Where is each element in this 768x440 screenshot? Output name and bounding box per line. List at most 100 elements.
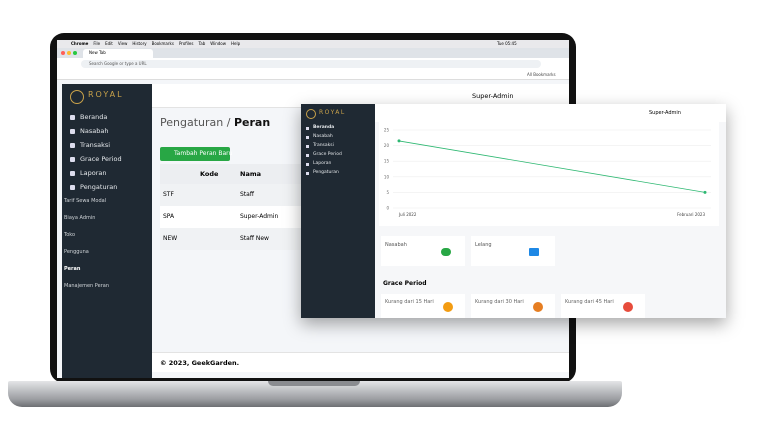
y-tick-label: 15 (384, 159, 390, 164)
crumb[interactable]: Pengaturan (160, 116, 224, 129)
x-tick-label: Juli 2022 (398, 212, 417, 217)
cell: SPA (163, 213, 175, 220)
logo: ROYAL (319, 109, 346, 116)
add-button[interactable]: Tambah Peran Baru (160, 147, 233, 161)
menu-item[interactable]: Edit (105, 41, 113, 46)
menu-item[interactable]: Bookmarks (151, 41, 174, 46)
user[interactable]: Super-Admin (649, 110, 681, 116)
point (397, 139, 401, 143)
menu-item[interactable]: Window (210, 41, 227, 46)
section-title: Grace Period (383, 280, 427, 287)
menu: Chrome File Edit View History Bookmarks Profil… (71, 41, 240, 46)
menu-item[interactable]: Transaksi (313, 143, 334, 148)
menu-icon (70, 115, 75, 120)
grace-card: Kurang dari 45 Hari (561, 294, 645, 318)
menu-list: Beranda Nasabah Transaksi Grace Period Lapor… (62, 112, 152, 372)
menu-item[interactable]: Tab (198, 41, 206, 46)
tab[interactable]: New Tab (89, 50, 106, 55)
menu-icon (70, 129, 75, 134)
menu-item[interactable]: History (132, 41, 147, 46)
logo: ROYAL (88, 90, 124, 99)
menu-item[interactable]: Nasabah (313, 134, 333, 139)
cell: NEW (163, 235, 178, 242)
menu-item[interactable]: Pengaturan (313, 170, 339, 175)
footer-text: © 2023, GeekGarden. (160, 359, 240, 367)
grace-card: Kurang dari 30 Hari (471, 294, 555, 318)
grace-label: Kurang dari 15 Hari (385, 299, 434, 305)
grace-icon (533, 302, 543, 312)
grace-icon (443, 302, 453, 312)
menu-icon (70, 157, 75, 162)
cell: Staff (240, 191, 254, 198)
crumb-current: Peran (233, 116, 271, 129)
menu-bar: Chrome File Edit View History Bookmarks Profil… (57, 40, 569, 48)
card-label: Lelang (475, 242, 492, 248)
y-tick-label: 5 (386, 190, 389, 195)
cell: STF (163, 191, 174, 198)
cell: Super-Admin (240, 213, 279, 220)
overlay-sidebar: ROYAL Beranda Nasabah Transaksi Grace Perio… (301, 104, 375, 318)
footer: © 2023, GeekGarden. (152, 352, 569, 372)
y-tick-label: 0 (386, 206, 389, 211)
menu-item[interactable]: Grace Period (80, 155, 122, 163)
submenu-item[interactable]: Pengguna (64, 249, 89, 255)
menu-item[interactable]: Profiles (178, 41, 194, 46)
overlay-window: ROYAL Beranda Nasabah Transaksi Grace Perio… (301, 104, 726, 318)
card-label: Nasabah (385, 242, 407, 248)
submenu-item[interactable]: Toko (64, 232, 76, 238)
point (703, 190, 707, 194)
y-tick-label: 25 (384, 128, 390, 133)
menu-item[interactable]: Pengaturan (80, 183, 118, 191)
card: Nasabah (381, 236, 465, 266)
menu-item[interactable]: Transaksi (80, 141, 111, 149)
grace-label: Kurang dari 45 Hari (565, 299, 614, 305)
overlay-header: Super-Admin (375, 104, 726, 122)
card: Lelang (471, 236, 555, 266)
menu-list: Beranda Nasabah Transaksi Grace Period Lapor… (301, 124, 375, 214)
bookmarks[interactable]: All Bookmarks (527, 72, 556, 77)
submenu-item[interactable]: Manajemen Peran (64, 283, 109, 289)
bookmarks-row: All Bookmarks (57, 70, 569, 80)
button-label[interactable]: Tambah Peran Baru (174, 150, 233, 157)
address[interactable]: Search Google or type a URL (89, 61, 147, 66)
menu-item[interactable]: View (117, 41, 128, 46)
address-row: Search Google or type a URL (57, 58, 569, 70)
user[interactable]: Super-Admin (472, 92, 514, 100)
tab-bar: New Tab (57, 48, 569, 58)
sidebar: ROYAL Beranda Nasabah Transaksi Grace Perio… (62, 84, 152, 378)
menu-icon (306, 127, 309, 130)
menu-icon (306, 163, 309, 166)
menu-item[interactable]: Laporan (80, 169, 107, 177)
submenu-item[interactable]: Tarif Sewa Modal (64, 198, 107, 204)
notch (268, 381, 360, 386)
header-cell: Nama (240, 170, 261, 178)
y-tick-label: 20 (384, 143, 390, 148)
menu-icon (70, 185, 75, 190)
menu-item[interactable]: Beranda (313, 125, 335, 130)
menu-item[interactable]: Laporan (313, 161, 332, 166)
menu-item[interactable]: Grace Period (313, 152, 342, 157)
menu-icon (306, 145, 309, 148)
y-tick-label: 10 (384, 174, 390, 179)
grace-cards: Kurang dari 15 Hari Kurang dari 30 Hari Ku… (381, 294, 721, 318)
submenu-item[interactable]: Peran (64, 266, 81, 272)
menu-icon (70, 171, 75, 176)
menu-icon (306, 154, 309, 157)
menu-item[interactable]: File (93, 41, 101, 46)
menu-item[interactable]: Help (231, 41, 241, 46)
menu-item[interactable]: Chrome (71, 41, 89, 46)
menu-item[interactable]: Beranda (80, 113, 108, 121)
menu-icon (306, 136, 309, 139)
menu-icon (306, 172, 309, 175)
grace-label: Kurang dari 30 Hari (475, 299, 524, 305)
clock: Tue 05:45 (497, 41, 517, 46)
menu-item[interactable]: Nasabah (80, 127, 109, 135)
grace-icon (623, 302, 633, 312)
menu-icon (70, 143, 75, 148)
line (398, 140, 706, 193)
grace-card: Kurang dari 15 Hari (381, 294, 465, 318)
x-tick-label: Februari 2023 (677, 212, 705, 217)
submenu-item[interactable]: Biaya Admin (64, 215, 96, 221)
breadcrumb: Pengaturan / Peran (160, 116, 270, 129)
